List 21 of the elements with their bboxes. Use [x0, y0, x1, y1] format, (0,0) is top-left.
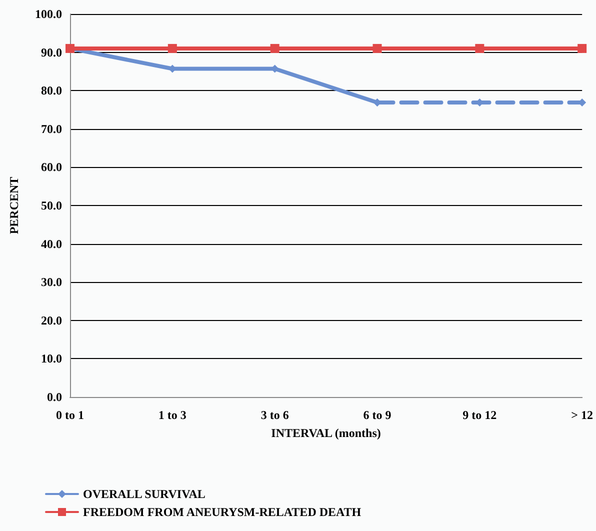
y-tick-label: 70.0: [41, 122, 62, 136]
x-tick-label: 1 to 3: [158, 408, 186, 422]
y-tick-label: 0.0: [47, 390, 62, 404]
y-axis-title: PERCENT: [7, 176, 21, 234]
y-tick-label: 90.0: [41, 45, 62, 60]
y-tick-label: 10.0: [41, 352, 62, 366]
y-tick-label: 30.0: [41, 275, 62, 290]
x-tick-label: > 12: [571, 408, 594, 422]
y-tick-label: 80.0: [41, 84, 62, 98]
y-tick-label: 40.0: [41, 236, 62, 251]
y-tick-label: 100.0: [35, 7, 62, 21]
legend-label: OVERALL SURVIVAL: [83, 487, 206, 501]
y-tick-label: 20.0: [41, 313, 62, 328]
y-tick-label: 50.0: [41, 198, 62, 212]
x-tick-label: 6 to 9: [363, 408, 392, 422]
x-axis-title: INTERVAL (months): [271, 426, 381, 440]
x-tick-label: 3 to 6: [260, 408, 289, 422]
y-tick-label: 60.0: [41, 160, 62, 174]
legend-label: FREEDOM FROM ANEURYSM-RELATED DEATH: [83, 505, 362, 519]
x-tick-label: 0 to 1: [56, 408, 84, 422]
x-tick-label: 9 to 12: [462, 408, 497, 422]
